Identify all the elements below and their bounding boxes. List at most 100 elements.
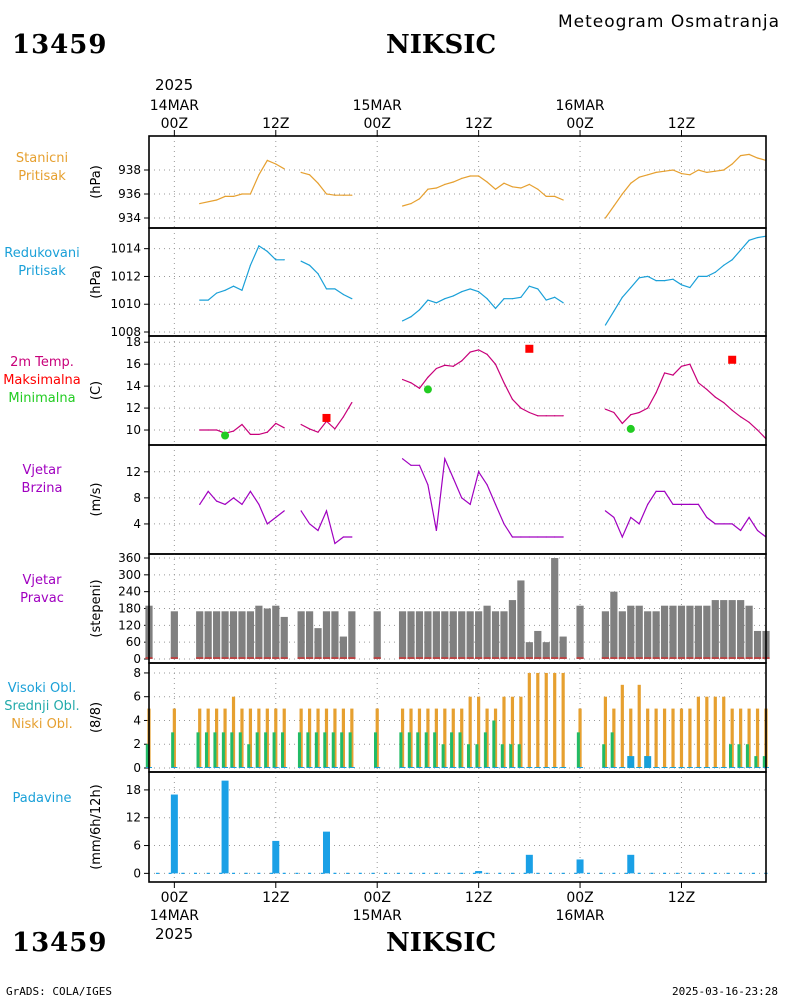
data-point (351, 536, 353, 538)
cloud-low-bar (730, 708, 734, 768)
cloud-low-bar (519, 696, 523, 768)
wind-dir-bar (238, 611, 246, 659)
data-point (697, 382, 699, 384)
data-point (207, 429, 209, 431)
series-line (402, 175, 564, 207)
data-point (427, 484, 429, 486)
cloud-low-bar (612, 708, 616, 768)
panel-reduced_pressure: 1008 1010 1012 1014 (hPa) Redukovani Pritisak (4, 227, 767, 339)
cloud-low-bar (257, 708, 261, 768)
panel-label: Vjetar (23, 463, 63, 478)
cloud-low-bar (299, 708, 303, 768)
wind-dir-bar (703, 605, 711, 659)
time-hour-label-bottom: 12Z (465, 890, 492, 906)
wind-dir-bar (204, 611, 212, 659)
time-date-label-bottom: 16MAR (555, 908, 604, 924)
data-point (748, 516, 750, 519)
wind-dir-bar (196, 611, 204, 659)
panel-label: Stanicni (16, 151, 68, 166)
data-point (342, 194, 344, 196)
data-point (452, 477, 454, 479)
data-point (613, 205, 615, 207)
cloud-low-bar (696, 696, 700, 768)
y-axis-label: (C) (89, 381, 104, 400)
data-point (672, 278, 674, 280)
cloud-low-bar (231, 696, 236, 768)
data-point (537, 288, 539, 290)
data-point (317, 273, 319, 275)
data-point (511, 536, 514, 538)
panel-label: Niski Obl. (11, 717, 73, 732)
data-point (410, 464, 412, 466)
panel-label: Visoki Obl. (8, 681, 76, 696)
cloud-low-bar (629, 708, 633, 768)
panel-frame (148, 444, 767, 555)
y-tick-label: 180 (118, 602, 141, 616)
data-point (689, 363, 691, 365)
data-point (756, 236, 759, 239)
data-point (249, 433, 252, 436)
data-point (317, 431, 319, 433)
data-point (266, 250, 268, 253)
wind-dir-bar (728, 600, 736, 659)
time-hour-label-top: 12Z (465, 116, 492, 132)
wind-dir-bar (610, 591, 618, 659)
cloud-mid-bar (602, 744, 606, 768)
cloud-low-bar (561, 672, 565, 768)
data-point (714, 523, 716, 525)
data-point (740, 155, 742, 157)
wind-dir-bar (534, 630, 542, 659)
cloud-low-bar (460, 708, 464, 768)
cloud-low-bar (713, 696, 717, 768)
data-point (275, 422, 277, 425)
data-point (723, 264, 725, 266)
data-point (638, 523, 640, 525)
data-point (232, 195, 235, 197)
data-point (494, 503, 497, 505)
data-point (275, 516, 277, 519)
time-date-label-bottom: 15MAR (353, 908, 402, 924)
data-point (334, 542, 336, 545)
data-point (520, 187, 522, 189)
series-line (402, 456, 564, 538)
cloud-mid-bar (331, 732, 335, 768)
data-point (469, 351, 471, 353)
cloud-mid-bar (517, 744, 521, 768)
time-hour-label-top: 12Z (668, 116, 695, 132)
y-tick-label: 4 (133, 713, 141, 727)
data-point (232, 497, 235, 499)
wind-dir-bar (339, 636, 347, 659)
data-point (486, 353, 488, 355)
data-point (418, 198, 421, 200)
data-point (258, 503, 260, 505)
wind-dir-bar (669, 605, 677, 659)
time-hour-label-bottom: 00Z (161, 890, 188, 906)
data-point (503, 523, 505, 525)
y-tick-label: 14 (126, 379, 141, 393)
data-point (680, 503, 683, 505)
data-point (494, 188, 497, 190)
precip-bar (272, 840, 280, 874)
cloud-low-bar (341, 708, 345, 768)
cloud-low-bar (265, 708, 269, 768)
data-point (562, 536, 564, 538)
data-point (706, 275, 708, 278)
panel-precipitation: 0 6 12 18 (mm/6h/12h) Padavine (13, 771, 768, 883)
panel-frame (148, 135, 767, 229)
data-point (224, 289, 226, 291)
data-point (317, 529, 319, 532)
data-point (638, 277, 640, 279)
data-point (638, 411, 640, 414)
data-point (461, 291, 463, 293)
data-point (249, 490, 252, 492)
wind-dir-bar (314, 628, 322, 659)
cloud-low-bar (527, 672, 531, 768)
wind-dir-bar (322, 611, 331, 659)
data-point (410, 203, 412, 205)
data-point (545, 536, 547, 538)
data-point (207, 299, 209, 301)
data-point (351, 401, 353, 404)
cloud-mid-bar (264, 732, 268, 768)
data-point (207, 490, 209, 492)
data-point (334, 194, 336, 196)
